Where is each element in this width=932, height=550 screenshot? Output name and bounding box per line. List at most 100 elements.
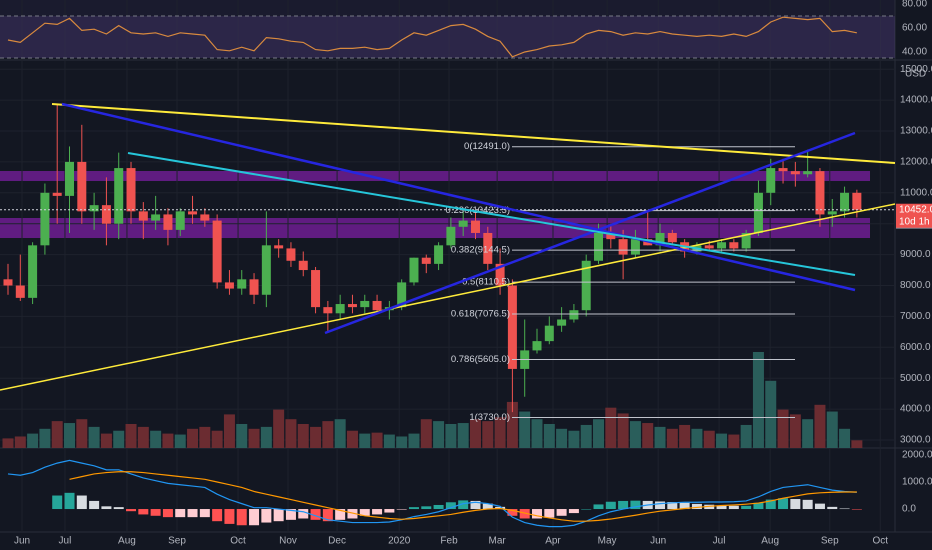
volume-bar bbox=[113, 430, 125, 448]
trend-line bbox=[61, 102, 856, 292]
x-tick-label: May bbox=[598, 536, 617, 547]
histogram-bar bbox=[630, 500, 641, 510]
candle-body bbox=[753, 192, 763, 233]
volume-bar bbox=[765, 380, 777, 448]
volume-bar bbox=[519, 411, 531, 448]
volume-bar bbox=[285, 419, 297, 448]
histogram-bar bbox=[839, 508, 850, 510]
histogram-bar bbox=[470, 500, 481, 510]
candle-body bbox=[151, 214, 161, 221]
histogram-bar bbox=[396, 509, 407, 510]
volume-bar bbox=[506, 401, 518, 448]
candle-body bbox=[3, 279, 13, 286]
candle-body bbox=[581, 260, 591, 311]
histogram-bar bbox=[544, 509, 555, 518]
volume-bar bbox=[494, 417, 506, 448]
histogram-bar bbox=[605, 501, 616, 510]
histogram-bar bbox=[568, 509, 579, 514]
histogram-bar bbox=[64, 492, 75, 510]
x-tick-label: Jun bbox=[650, 536, 666, 547]
histogram-bar bbox=[76, 495, 87, 510]
histogram-bar bbox=[593, 504, 604, 510]
volume-bar bbox=[789, 414, 801, 448]
histogram-bar bbox=[212, 509, 223, 522]
candle-body bbox=[212, 220, 222, 283]
y-tick-label: 13000.0 bbox=[900, 126, 932, 137]
histogram-bar bbox=[753, 502, 764, 510]
y-tick-label: 4000.0 bbox=[900, 404, 931, 415]
volume-bar bbox=[703, 430, 715, 448]
histogram-bar bbox=[150, 509, 161, 516]
volume-bar bbox=[593, 419, 605, 448]
candle-body bbox=[803, 171, 813, 175]
x-tick-label: Apr bbox=[545, 536, 561, 547]
volume-bar bbox=[150, 430, 162, 448]
histogram-bar bbox=[199, 509, 210, 518]
volume-bar bbox=[2, 438, 14, 448]
candle-body bbox=[65, 161, 75, 196]
histogram-bar bbox=[655, 501, 666, 510]
histogram-bar bbox=[667, 502, 678, 510]
candle-body bbox=[372, 300, 382, 311]
histogram-bar bbox=[322, 509, 333, 522]
resistance-zone bbox=[0, 171, 870, 181]
candle-body bbox=[618, 239, 628, 255]
candle-body bbox=[360, 300, 370, 308]
volume-bar bbox=[88, 426, 100, 448]
volume-bar bbox=[420, 419, 432, 448]
histogram-bar bbox=[532, 509, 542, 519]
candle-body bbox=[434, 245, 444, 264]
y-tick-label: 0.0 bbox=[902, 504, 916, 515]
histogram-bar bbox=[433, 504, 444, 510]
candle-body bbox=[557, 319, 567, 326]
histogram-bar bbox=[236, 509, 247, 526]
volume-bar bbox=[679, 424, 691, 448]
volume-bar bbox=[482, 421, 494, 448]
histogram-bar bbox=[421, 506, 432, 510]
y-tick-label: 80.00 bbox=[902, 0, 927, 10]
volume-bar bbox=[839, 428, 851, 448]
volume-bar bbox=[100, 433, 112, 448]
candle-body bbox=[655, 232, 665, 246]
volume-bar bbox=[125, 424, 137, 448]
y-tick-label: 8000.0 bbox=[900, 280, 931, 291]
volume-bar bbox=[248, 428, 260, 448]
candle-body bbox=[594, 232, 604, 261]
y-tick-label: 2000.0 bbox=[902, 450, 932, 461]
last-price-label: 10452.0 bbox=[899, 204, 932, 215]
axis-unit: USD bbox=[905, 69, 926, 80]
volume-bar bbox=[469, 419, 481, 448]
fib-label: 0.618(7076.5) bbox=[451, 309, 510, 320]
volume-bar bbox=[64, 423, 76, 448]
last-price-box bbox=[896, 203, 932, 228]
volume-bar bbox=[777, 409, 789, 448]
histogram-bar bbox=[113, 507, 124, 510]
trend-line bbox=[324, 131, 856, 335]
histogram-bar bbox=[335, 509, 346, 520]
rsi-band bbox=[0, 15, 895, 59]
candle-body bbox=[397, 282, 407, 308]
candle-body bbox=[840, 192, 850, 212]
volume-bar bbox=[433, 421, 445, 448]
candle-body bbox=[470, 220, 480, 233]
volume-bar bbox=[346, 430, 358, 448]
x-tick-label: Mar bbox=[489, 536, 507, 547]
histogram-bar bbox=[187, 509, 198, 518]
fib-label: 1(3730.0) bbox=[469, 412, 510, 423]
y-tick-label: 14000.0 bbox=[900, 95, 932, 106]
candle-body bbox=[532, 341, 542, 351]
histogram-bar bbox=[162, 509, 173, 518]
volume-bar bbox=[260, 426, 272, 448]
y-tick-label: 1000.0 bbox=[902, 477, 932, 488]
histogram-bar bbox=[778, 498, 789, 510]
candle-body bbox=[704, 245, 714, 249]
x-tick-label: Sep bbox=[168, 536, 186, 547]
histogram-bar bbox=[285, 509, 296, 520]
histogram-bar bbox=[298, 509, 309, 519]
histogram-bar bbox=[138, 509, 149, 515]
histogram-bar bbox=[728, 505, 739, 510]
candle-body bbox=[311, 270, 321, 308]
drawings bbox=[0, 102, 896, 391]
volume-bar bbox=[162, 433, 174, 448]
histogram-bar bbox=[249, 509, 260, 526]
